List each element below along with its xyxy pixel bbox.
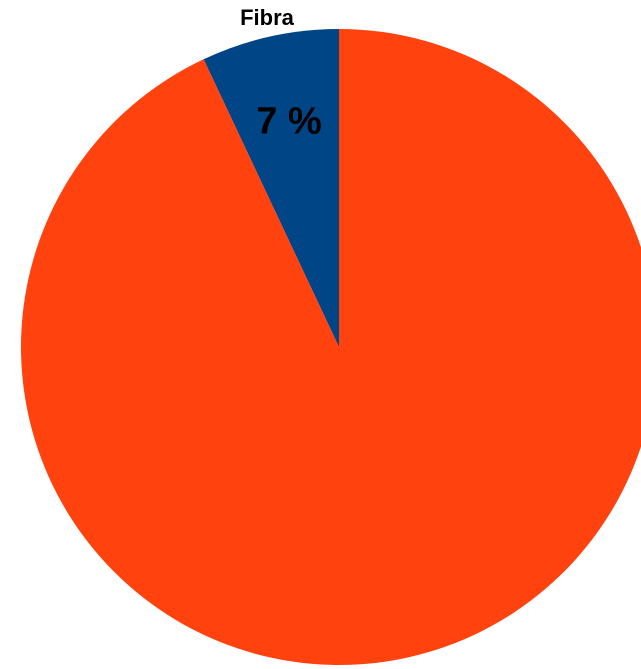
pie-value-label: 7 % [256, 101, 321, 143]
pie-category-label: Fibra [240, 5, 295, 30]
pie-labels: 7 % Fibra [240, 5, 322, 143]
pie-slice-other [21, 29, 641, 665]
pie-slices [21, 29, 641, 665]
pie-slice-fibra [203, 29, 339, 347]
